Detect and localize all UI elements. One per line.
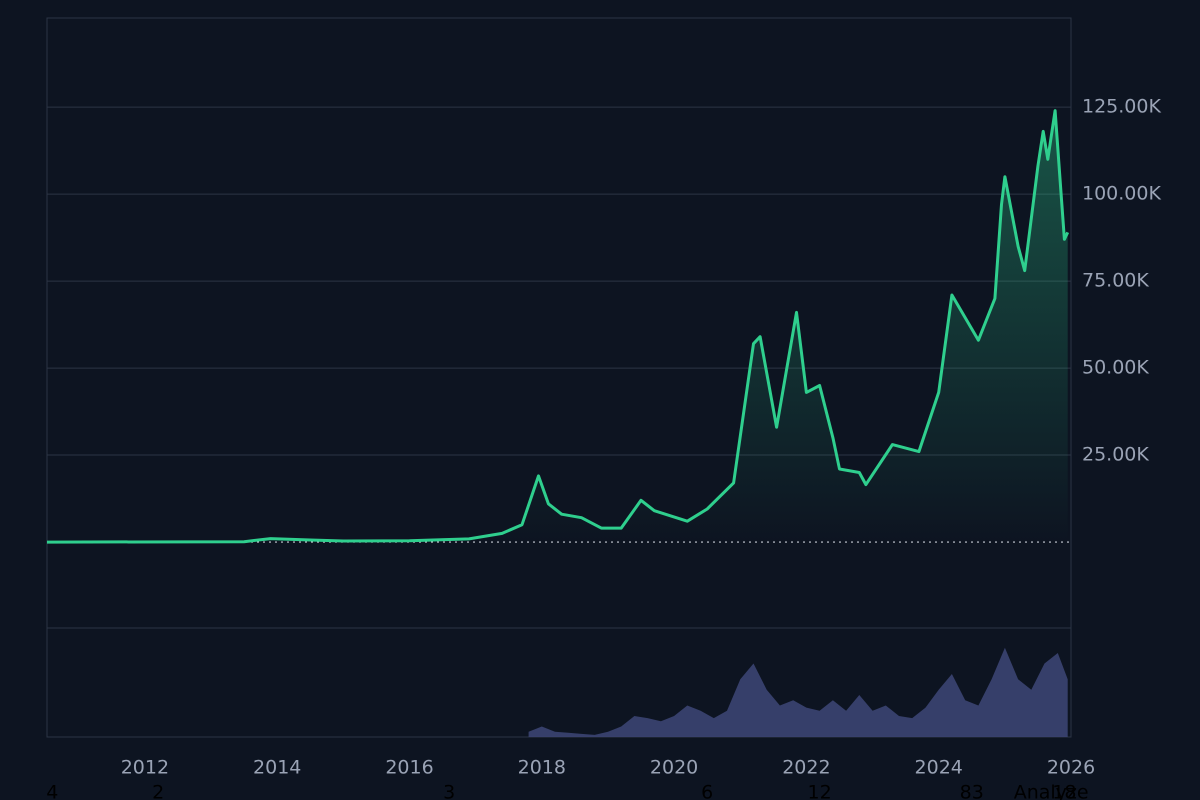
x-tick-label: 2022 <box>782 757 830 779</box>
bottom-marker-label: 18 <box>1052 782 1076 800</box>
bottom-marker-label: 4 <box>46 782 58 800</box>
bottom-marker-label: 3 <box>443 782 455 800</box>
x-tick-label: 2018 <box>518 757 566 779</box>
bottom-marker-label: Analyze <box>1014 782 1089 800</box>
x-tick-label: 2012 <box>121 757 169 779</box>
bottom-marker-label: 83 <box>960 782 984 800</box>
volume-area <box>528 647 1068 737</box>
bottom-marker-label: 6 <box>701 782 713 800</box>
x-tick-label: 2016 <box>385 757 433 779</box>
x-tick-label: 2026 <box>1047 757 1095 779</box>
price-area <box>47 110 1068 543</box>
y-tick-label: 125.00K <box>1082 96 1161 118</box>
y-tick-label: 75.00K <box>1082 270 1149 292</box>
plot-frame <box>46 17 1072 738</box>
x-tick-label: 2020 <box>650 757 698 779</box>
y-tick-label: 100.00K <box>1082 183 1161 205</box>
price-line <box>46 109 1070 544</box>
bottom-marker-label: 12 <box>808 782 832 800</box>
x-tick-label: 2024 <box>915 757 963 779</box>
x-tick-label: 2014 <box>253 757 301 779</box>
y-tick-label: 25.00K <box>1082 444 1149 466</box>
y-tick-label: 50.00K <box>1082 357 1149 379</box>
bottom-marker-label: 2 <box>152 782 164 800</box>
